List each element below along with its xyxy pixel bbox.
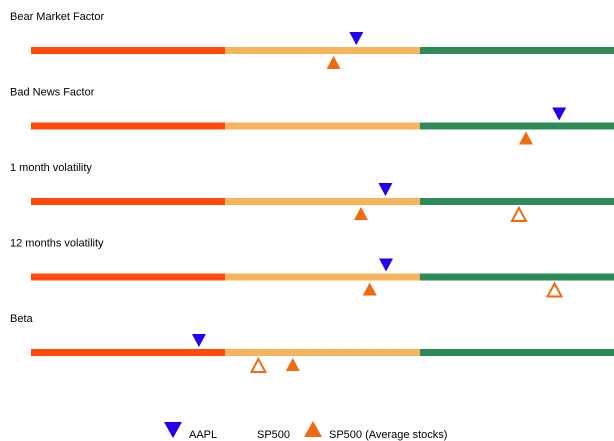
aapl-marker [379, 258, 394, 272]
zone-bar-segment [225, 122, 420, 130]
factor-row: 1 month volatility [10, 162, 614, 222]
zone-bar-segment [419, 349, 614, 356]
factor-rows: Bear Market Factor Bad News Factor 1 month… [10, 11, 614, 373]
factor-label: Beta [10, 313, 34, 325]
sp500-average-marker [518, 131, 533, 145]
sp500-marker [249, 356, 268, 373]
zone-bar-segment [31, 349, 226, 356]
factor-label: 12 months volatility [10, 238, 104, 250]
zone-bar-segment [31, 47, 226, 54]
sp500-average-marker [362, 282, 377, 296]
legend-entry-sp500: SP500 [257, 429, 290, 441]
zone-bar-segment [225, 47, 420, 54]
factor-label: Bear Market Factor [10, 11, 104, 23]
zone-bar-segment [225, 349, 420, 356]
zone-bar-segment [419, 198, 614, 205]
legend-marker-aapl [164, 422, 182, 438]
zone-bar-segment [419, 273, 614, 281]
zone-bar-segment [31, 122, 226, 130]
zone-bar-segment [419, 122, 614, 130]
factor-row: Beta [10, 313, 614, 373]
factor-row: Bear Market Factor [10, 11, 614, 69]
sp500-marker [510, 205, 528, 222]
factor-label: Bad News Factor [10, 87, 95, 99]
zone-bar-segment [225, 273, 420, 281]
legend: AAPL SP500 SP500 (Average stocks) [164, 421, 447, 441]
zone-bar-segment [31, 198, 226, 205]
aapl-marker [349, 32, 364, 45]
factor-row: 12 months volatility [10, 238, 614, 298]
factor-row: Bad News Factor [10, 87, 614, 145]
zone-bar-segment [419, 47, 614, 54]
zone-bar-segment [225, 198, 420, 205]
legend-entry-aapl: AAPL [164, 422, 217, 441]
sp500-average-marker [285, 358, 300, 371]
legend-marker-sp500-avg [304, 421, 322, 437]
aapl-marker [378, 183, 393, 196]
factor-label: 1 month volatility [10, 162, 92, 174]
sp500-average-marker [326, 56, 341, 69]
zone-bar-segment [31, 273, 226, 281]
aapl-marker [191, 334, 206, 347]
legend-label: SP500 [257, 429, 290, 441]
sp500-average-marker [353, 207, 368, 220]
sp500-marker [545, 281, 564, 298]
legend-entry-sp500-avg: SP500 (Average stocks) [304, 421, 447, 441]
aapl-marker [552, 107, 567, 121]
legend-label: AAPL [189, 429, 217, 441]
legend-label: SP500 (Average stocks) [329, 429, 447, 441]
